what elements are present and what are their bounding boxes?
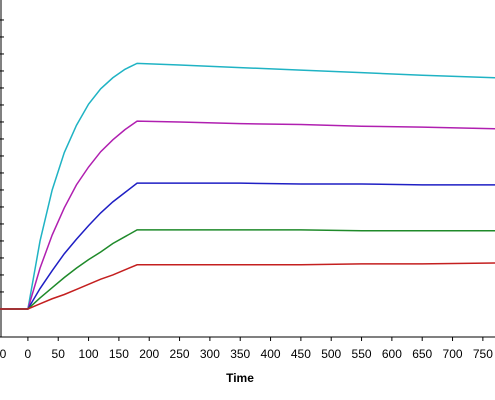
series-line — [0, 229, 495, 310]
x-tick-label: 700 — [443, 347, 463, 361]
x-tick-label: 400 — [261, 347, 281, 361]
series-line — [0, 182, 495, 310]
x-tick-label: 750 — [473, 347, 493, 361]
x-tick-label: 0 — [25, 347, 32, 361]
x-tick-label: 350 — [230, 347, 250, 361]
x-tick-label: 550 — [352, 347, 372, 361]
x-tick-label: 150 — [109, 347, 129, 361]
x-tick-label: 600 — [382, 347, 402, 361]
x-tick-label: 200 — [139, 347, 159, 361]
x-tick-label: 100 — [79, 347, 99, 361]
x-tick-label: 450 — [291, 347, 311, 361]
x-tick-label: 250 — [170, 347, 190, 361]
x-tick-label: 300 — [200, 347, 220, 361]
x-tick-label: 50 — [52, 347, 66, 361]
x-tick-label: 650 — [412, 347, 432, 361]
series-line — [0, 62, 495, 310]
series-line — [0, 262, 495, 310]
x-tick-label: 500 — [321, 347, 341, 361]
x-tick-label: -50 — [0, 347, 7, 361]
x-axis-label: Time — [226, 371, 254, 385]
series-line — [0, 120, 495, 310]
